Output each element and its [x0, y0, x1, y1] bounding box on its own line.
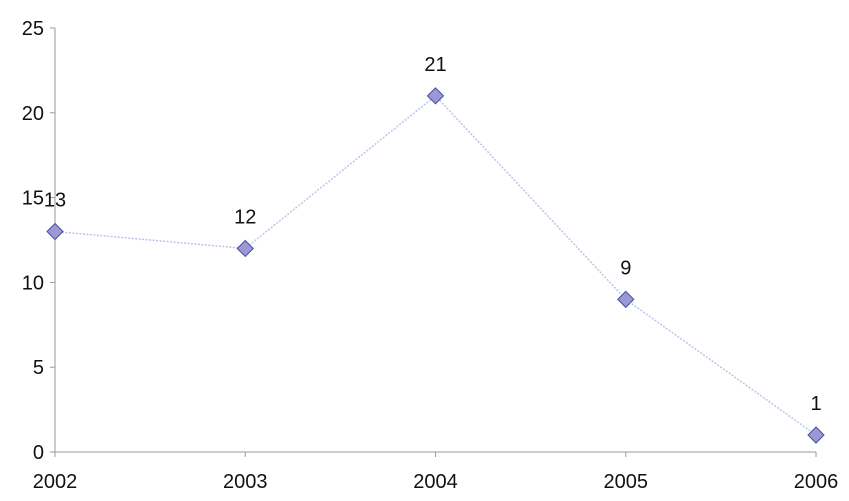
axes: 0 5 10 15 20 25 2002 2003 2004 2005 2006: [22, 18, 839, 493]
data-label: 13: [44, 190, 66, 212]
data-point-marker: [426, 87, 445, 105]
y-tick-label: 25: [22, 18, 44, 40]
data-point-marker: [236, 239, 254, 258]
y-tick-label: 0: [33, 442, 44, 464]
data-label: 12: [234, 206, 256, 228]
data-label: 9: [620, 257, 631, 279]
y-tick-label: 5: [33, 357, 44, 379]
data-labels: 13 12 21 9 1: [44, 54, 822, 415]
y-tick-label: 10: [22, 272, 44, 294]
y-tick-label: 15: [22, 188, 44, 210]
x-tick-label: 2003: [223, 471, 268, 493]
data-point-marker: [617, 290, 635, 309]
data-label: 21: [424, 54, 446, 76]
data-label: 1: [810, 393, 821, 415]
markers: [46, 87, 825, 444]
data-point-marker: [46, 222, 64, 241]
x-tick-label: 2002: [33, 471, 78, 493]
x-tick-label: 2006: [794, 471, 839, 493]
x-tick-label: 2004: [413, 471, 458, 493]
series-line-group: [54, 94, 817, 436]
x-tick-label: 2005: [604, 471, 649, 493]
y-tick-label: 20: [22, 103, 44, 125]
series-line: [54, 94, 817, 436]
data-point-marker: [807, 426, 825, 444]
